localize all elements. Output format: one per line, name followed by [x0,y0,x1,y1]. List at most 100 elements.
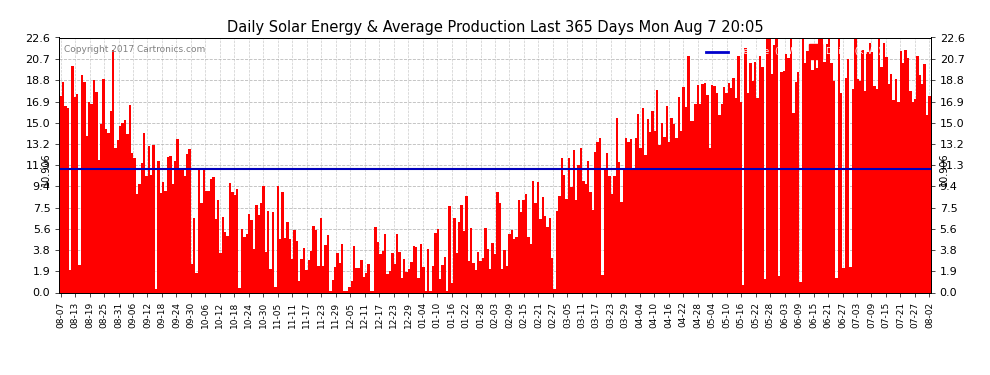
Bar [651,111,653,292]
Bar [166,157,169,292]
Bar [406,272,408,292]
Bar [821,33,824,292]
Bar [248,214,250,292]
Bar [467,261,470,292]
Bar [353,246,355,292]
Bar [572,150,575,292]
Bar [362,277,365,292]
Bar [448,206,450,292]
Bar [682,87,685,292]
Bar [69,270,71,292]
Bar [670,118,673,292]
Bar [929,96,931,292]
Bar [807,51,809,292]
Bar [334,267,337,292]
Bar [146,176,148,292]
Bar [555,211,558,292]
Bar [582,181,584,292]
Bar [437,229,439,292]
Bar [513,239,515,292]
Bar [360,260,362,292]
Bar [191,264,193,292]
Bar [430,291,432,292]
Bar [515,237,518,292]
Bar [450,283,453,292]
Bar [112,50,114,292]
Bar [917,56,919,292]
Bar [61,82,64,292]
Bar [501,268,503,292]
Bar [897,102,900,292]
Bar [220,253,222,292]
Bar [778,276,780,292]
Bar [646,119,649,292]
Bar [215,219,217,292]
Bar [420,244,422,292]
Bar [339,263,341,292]
Bar [193,217,195,292]
Bar [293,230,296,292]
Bar [169,156,171,292]
Bar [403,259,406,292]
Bar [425,291,427,292]
Bar [418,278,420,292]
Bar [763,279,766,292]
Bar [568,158,570,292]
Bar [618,162,621,292]
Bar [98,159,100,292]
Bar [580,148,582,292]
Bar [171,184,174,292]
Bar [460,205,462,292]
Bar [389,271,391,292]
Title: Daily Solar Energy & Average Production Last 365 Days Mon Aug 7 20:05: Daily Solar Energy & Average Production … [227,20,763,35]
Bar [205,191,207,292]
Bar [921,84,924,292]
Bar [317,266,320,292]
Bar [131,153,134,292]
Bar [252,249,255,292]
Bar [320,217,322,292]
Bar [301,260,303,292]
Bar [222,217,224,292]
Bar [787,58,790,292]
Bar [542,197,544,292]
Bar [288,238,291,292]
Bar [730,87,733,292]
Bar [159,193,162,292]
Bar [589,192,592,292]
Bar [742,285,744,292]
Bar [141,164,143,292]
Bar [313,226,315,292]
Bar [721,104,723,292]
Bar [244,237,246,292]
Bar [284,238,286,292]
Bar [455,253,458,292]
Bar [491,243,494,292]
Bar [592,210,594,292]
Bar [303,248,305,292]
Bar [386,274,389,292]
Bar [396,234,398,292]
Bar [738,56,740,292]
Bar [628,142,630,292]
Bar [809,53,811,292]
Bar [81,75,83,292]
Bar [723,87,726,292]
Bar [246,234,248,292]
Bar [179,170,181,292]
Bar [673,124,675,292]
Bar [611,194,613,292]
Bar [355,268,357,292]
Bar [892,100,895,292]
Bar [844,78,847,292]
Bar [152,145,154,292]
Bar [134,158,136,292]
Bar [78,265,81,292]
Bar [668,141,670,292]
Text: 10.906: 10.906 [41,153,50,186]
Bar [520,212,523,292]
Bar [699,104,702,292]
Bar [816,68,819,292]
Bar [851,89,854,292]
Bar [377,242,379,292]
